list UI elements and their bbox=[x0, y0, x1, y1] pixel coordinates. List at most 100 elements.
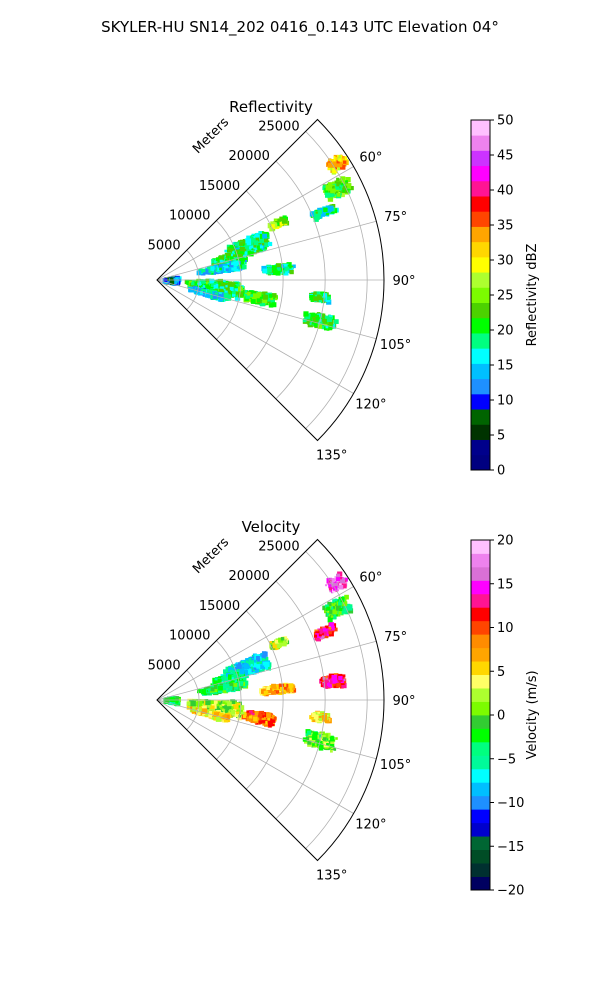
reflectivity-echo-region bbox=[267, 215, 290, 232]
reflectivity-colorbar-step bbox=[471, 363, 490, 380]
reflectivity-echo-region bbox=[243, 290, 278, 308]
reflectivity-colorbar-tick-label: 25 bbox=[497, 289, 514, 304]
reflectivity-echo-region bbox=[309, 291, 332, 305]
reflectivity-r-tick-label: 15000 bbox=[199, 179, 240, 194]
reflectivity-colorbar: 0 5 10 15 20 25 30 35 40 45 50 Reflectivity dBZ bbox=[470, 114, 540, 479]
velocity-colorbar-tick-label: −15 bbox=[497, 840, 524, 855]
velocity-sector-frame bbox=[156, 538, 385, 862]
reflectivity-r-tick-label: 10000 bbox=[169, 209, 210, 224]
reflectivity-colorbar-step bbox=[471, 165, 490, 182]
reflectivity-colorbar-step bbox=[471, 120, 490, 136]
velocity-colorbar-tick-label: 5 bbox=[497, 665, 505, 680]
velocity-colorbar-tick-label: 15 bbox=[497, 577, 514, 592]
reflectivity-colorbar-tick-label: 10 bbox=[497, 394, 514, 409]
velocity-colorbar-step bbox=[471, 688, 490, 702]
reflectivity-colorbar-step bbox=[471, 241, 490, 258]
velocity-colorbar-step bbox=[471, 768, 490, 783]
reflectivity-echo-region bbox=[326, 154, 349, 175]
reflectivity-colorbar-tick-label: 35 bbox=[497, 219, 514, 234]
velocity-colorbar-step bbox=[471, 728, 490, 743]
velocity-colorbar-step bbox=[471, 755, 490, 770]
reflectivity-echoes bbox=[162, 154, 354, 331]
velocity-colorbar-tick-label: 10 bbox=[497, 621, 514, 636]
velocity-echo-region bbox=[259, 682, 297, 697]
velocity-colorbar-step bbox=[471, 553, 490, 568]
reflectivity-theta-tick-label: 105° bbox=[380, 338, 411, 353]
velocity-echo-region bbox=[325, 571, 348, 594]
reflectivity-colorbar-step bbox=[471, 180, 490, 197]
reflectivity-colorbar-step bbox=[471, 424, 490, 440]
reflectivity-colorbar-step bbox=[471, 135, 490, 151]
velocity-panel: Velocity 5000 10000 15000 20000 25000 Meters 60… bbox=[148, 518, 540, 899]
reflectivity-theta-tick-label: 60° bbox=[359, 151, 382, 166]
reflectivity-colorbar-step bbox=[471, 211, 490, 227]
reflectivity-colorbar-step bbox=[471, 150, 490, 167]
reflectivity-colorbar-tick-label: 0 bbox=[497, 464, 505, 479]
reflectivity-colorbar-step bbox=[471, 333, 490, 349]
velocity-colorbar-step bbox=[471, 607, 490, 622]
velocity-colorbar: −20 −15 −10 −5 0 5 10 15 20 Velocity (m/s) bbox=[470, 534, 540, 899]
velocity-colorbar-step bbox=[471, 580, 490, 595]
reflectivity-colorbar-step bbox=[471, 378, 490, 395]
velocity-colorbar-step bbox=[471, 540, 490, 554]
velocity-colorbar-step bbox=[471, 795, 490, 810]
velocity-colorbar-step bbox=[471, 647, 490, 662]
velocity-colorbar-step bbox=[471, 863, 490, 877]
velocity-r-tick-label: 10000 bbox=[169, 629, 210, 644]
velocity-echo-region bbox=[197, 680, 249, 696]
reflectivity-r-axis-label: Meters bbox=[190, 115, 232, 157]
reflectivity-colorbar-step bbox=[471, 454, 490, 471]
velocity-echo-region bbox=[269, 636, 290, 651]
reflectivity-echo-region bbox=[196, 260, 248, 276]
velocity-colorbar-tick-label: 20 bbox=[497, 534, 514, 549]
velocity-colorbar-tick-label: −10 bbox=[497, 796, 524, 811]
velocity-grid-radial bbox=[156, 699, 354, 814]
velocity-echo-region bbox=[302, 729, 338, 753]
velocity-colorbar-step bbox=[471, 674, 490, 689]
reflectivity-colorbar-tick-label: 5 bbox=[497, 429, 505, 444]
velocity-colorbar-step bbox=[471, 701, 490, 716]
velocity-r-tick-label: 20000 bbox=[229, 569, 270, 584]
velocity-theta-tick-label: 75° bbox=[384, 630, 407, 645]
reflectivity-echo-region bbox=[302, 311, 339, 331]
velocity-theta-tick-label: 105° bbox=[380, 758, 411, 773]
reflectivity-r-tick-label: 25000 bbox=[258, 119, 299, 134]
reflectivity-colorbar-label: Reflectivity dBZ bbox=[525, 244, 540, 347]
reflectivity-colorbar-step bbox=[471, 348, 490, 364]
reflectivity-echo-region bbox=[261, 262, 296, 276]
reflectivity-colorbar-step bbox=[471, 287, 490, 304]
velocity-r-axis-label: Meters bbox=[190, 535, 232, 577]
velocity-theta-tick-label: 135° bbox=[316, 869, 347, 884]
velocity-colorbar-step bbox=[471, 593, 490, 608]
figure-title: SKYLER-HU SN14_202 0416_0.143 UTC Elevat… bbox=[101, 18, 499, 37]
velocity-colorbar-tick-label: 0 bbox=[497, 709, 505, 724]
velocity-colorbar-step bbox=[471, 809, 490, 824]
velocity-colorbar-step bbox=[471, 661, 490, 676]
reflectivity-echo-region bbox=[322, 176, 354, 202]
reflectivity-theta-tick-label: 120° bbox=[355, 398, 386, 413]
velocity-colorbar-step bbox=[471, 566, 490, 581]
reflectivity-theta-tick-label: 75° bbox=[384, 210, 407, 225]
velocity-r-tick-label: 15000 bbox=[199, 599, 240, 614]
reflectivity-echo-region bbox=[309, 204, 339, 222]
reflectivity-r-tick-label: 5000 bbox=[148, 238, 181, 253]
panels-layer: Reflectivity500010000150002000025000Mete… bbox=[148, 98, 540, 899]
velocity-colorbar-tick-label: −20 bbox=[497, 884, 524, 899]
velocity-echo-region bbox=[241, 710, 277, 728]
reflectivity-colorbar-tick-label: 45 bbox=[497, 149, 514, 164]
reflectivity-colorbar-step bbox=[471, 393, 490, 410]
velocity-colorbar-tick-label: −5 bbox=[497, 752, 516, 767]
velocity-echo-region bbox=[319, 673, 347, 689]
reflectivity-sector-frame bbox=[156, 118, 385, 442]
reflectivity-colorbar-step bbox=[471, 256, 490, 273]
velocity-colorbar-step bbox=[471, 822, 490, 837]
velocity-theta-tick-label: 60° bbox=[359, 571, 382, 586]
reflectivity-theta-tick-label: 90° bbox=[392, 274, 415, 289]
velocity-theta-tick-label: 120° bbox=[355, 818, 386, 833]
velocity-theta-tick-label: 90° bbox=[392, 694, 415, 709]
velocity-echo-region bbox=[309, 710, 332, 724]
reflectivity-colorbar-step bbox=[471, 317, 490, 334]
velocity-colorbar-label: Velocity (m/s) bbox=[525, 670, 540, 759]
reflectivity-panel: Reflectivity 5000 10000 15000 20000 25000 Mete… bbox=[148, 98, 540, 479]
reflectivity-colorbar-step bbox=[471, 272, 490, 288]
